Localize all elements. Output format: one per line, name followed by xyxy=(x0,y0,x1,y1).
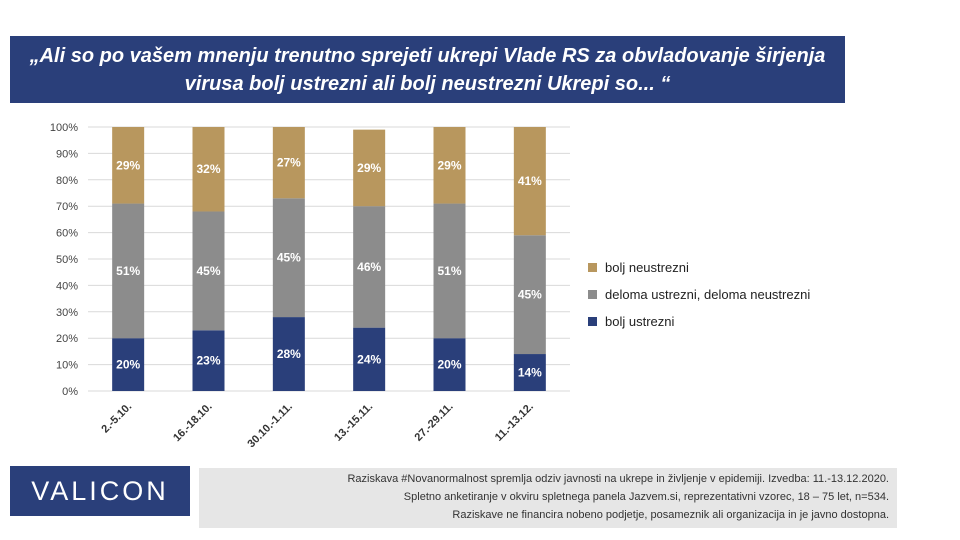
legend-label: bolj ustrezni xyxy=(605,314,675,329)
data-label: 51% xyxy=(116,264,140,278)
bar-segment xyxy=(272,317,305,391)
legend-item-deloma: deloma ustrezni, deloma neustrezni xyxy=(588,281,810,308)
bar-segment xyxy=(353,129,386,207)
bar-segment xyxy=(513,354,546,391)
data-label: 45% xyxy=(277,251,301,265)
data-label: 46% xyxy=(357,260,381,274)
bar-segment xyxy=(513,235,546,355)
data-label: 29% xyxy=(357,161,381,175)
x-tick-label: 11.-13.12. xyxy=(493,401,536,444)
data-label: 45% xyxy=(196,264,220,278)
footnote-line: Raziskava #Novanormalnost spremlja odziv… xyxy=(347,473,889,485)
data-label: 45% xyxy=(518,288,542,302)
data-label: 41% xyxy=(518,174,542,188)
data-label: 23% xyxy=(196,354,220,368)
y-tick-label: 80% xyxy=(56,175,78,187)
y-tick-label: 0% xyxy=(62,386,78,398)
data-label: 32% xyxy=(196,162,220,176)
y-tick-label: 30% xyxy=(56,307,78,319)
y-tick-label: 70% xyxy=(56,201,78,213)
legend-swatch xyxy=(588,263,597,272)
data-label: 29% xyxy=(116,158,140,172)
x-tick-label: 2.-5.10. xyxy=(99,401,134,436)
legend-label: bolj neustrezni xyxy=(605,260,689,275)
x-tick-label: 13.-15.11. xyxy=(332,401,375,444)
y-tick-label: 50% xyxy=(56,254,78,266)
bar-segment xyxy=(433,203,466,339)
y-tick-label: 10% xyxy=(56,360,78,372)
bar-segment xyxy=(192,127,225,212)
legend-item-bolj-neustrezni: bolj neustrezni xyxy=(588,254,810,281)
data-label: 20% xyxy=(437,358,461,372)
brand-name: VALICON xyxy=(31,475,169,506)
y-tick-label: 100% xyxy=(50,122,78,134)
bar-segment xyxy=(513,127,546,236)
valicon-logo: VALICON xyxy=(10,466,190,516)
stacked-bar-chart: 0% 10% 20% 30% 40% 50% 60% 70% 80% 90% 100% 20% 51% 2… xyxy=(50,122,570,451)
data-label: 29% xyxy=(437,158,461,172)
footnote-line: Raziskave ne financira nobeno podjetje, … xyxy=(452,509,889,521)
legend-item-bolj-ustrezni: bolj ustrezni xyxy=(588,308,810,335)
bar-segment xyxy=(112,127,145,204)
data-label: 51% xyxy=(437,264,461,278)
data-label: 24% xyxy=(357,352,381,366)
legend-swatch xyxy=(588,317,597,326)
data-label: 20% xyxy=(116,358,140,372)
legend-label: deloma ustrezni, deloma neustrezni xyxy=(605,287,811,302)
data-label: 28% xyxy=(277,347,301,361)
x-tick-label: 30.10.-1.11. xyxy=(245,401,295,451)
chart-title: „Ali so po vašem mnenju trenutno sprejet… xyxy=(29,44,826,95)
bar-segment xyxy=(353,206,386,328)
chart-legend: bolj neustrezni deloma ustrezni, deloma … xyxy=(588,254,810,335)
data-label: 27% xyxy=(277,156,301,170)
bar-segment xyxy=(272,198,305,318)
y-tick-label: 40% xyxy=(56,280,78,292)
y-tick-label: 60% xyxy=(56,228,78,240)
y-tick-label: 20% xyxy=(56,333,78,345)
data-label: 14% xyxy=(518,366,542,380)
bar-segment xyxy=(112,338,145,391)
x-tick-label: 16.-18.10. xyxy=(171,401,215,445)
bar-segment xyxy=(433,338,466,391)
legend-swatch xyxy=(588,290,597,299)
bar-segment xyxy=(272,127,305,199)
bar-segment xyxy=(433,127,466,204)
footnote-line: Spletno anketiranje v okviru spletnega p… xyxy=(403,491,889,503)
footnote-box: Raziskava #Novanormalnost spremlja odziv… xyxy=(199,468,897,528)
title-banner: „Ali so po vašem mnenju trenutno sprejet… xyxy=(10,36,845,103)
x-tick-label: 27.-29.11. xyxy=(413,401,456,444)
bar-segment xyxy=(112,203,145,339)
bar-segment xyxy=(192,330,225,391)
y-tick-label: 90% xyxy=(56,148,78,160)
bar-segment xyxy=(353,327,386,391)
bar-segment xyxy=(192,211,225,331)
